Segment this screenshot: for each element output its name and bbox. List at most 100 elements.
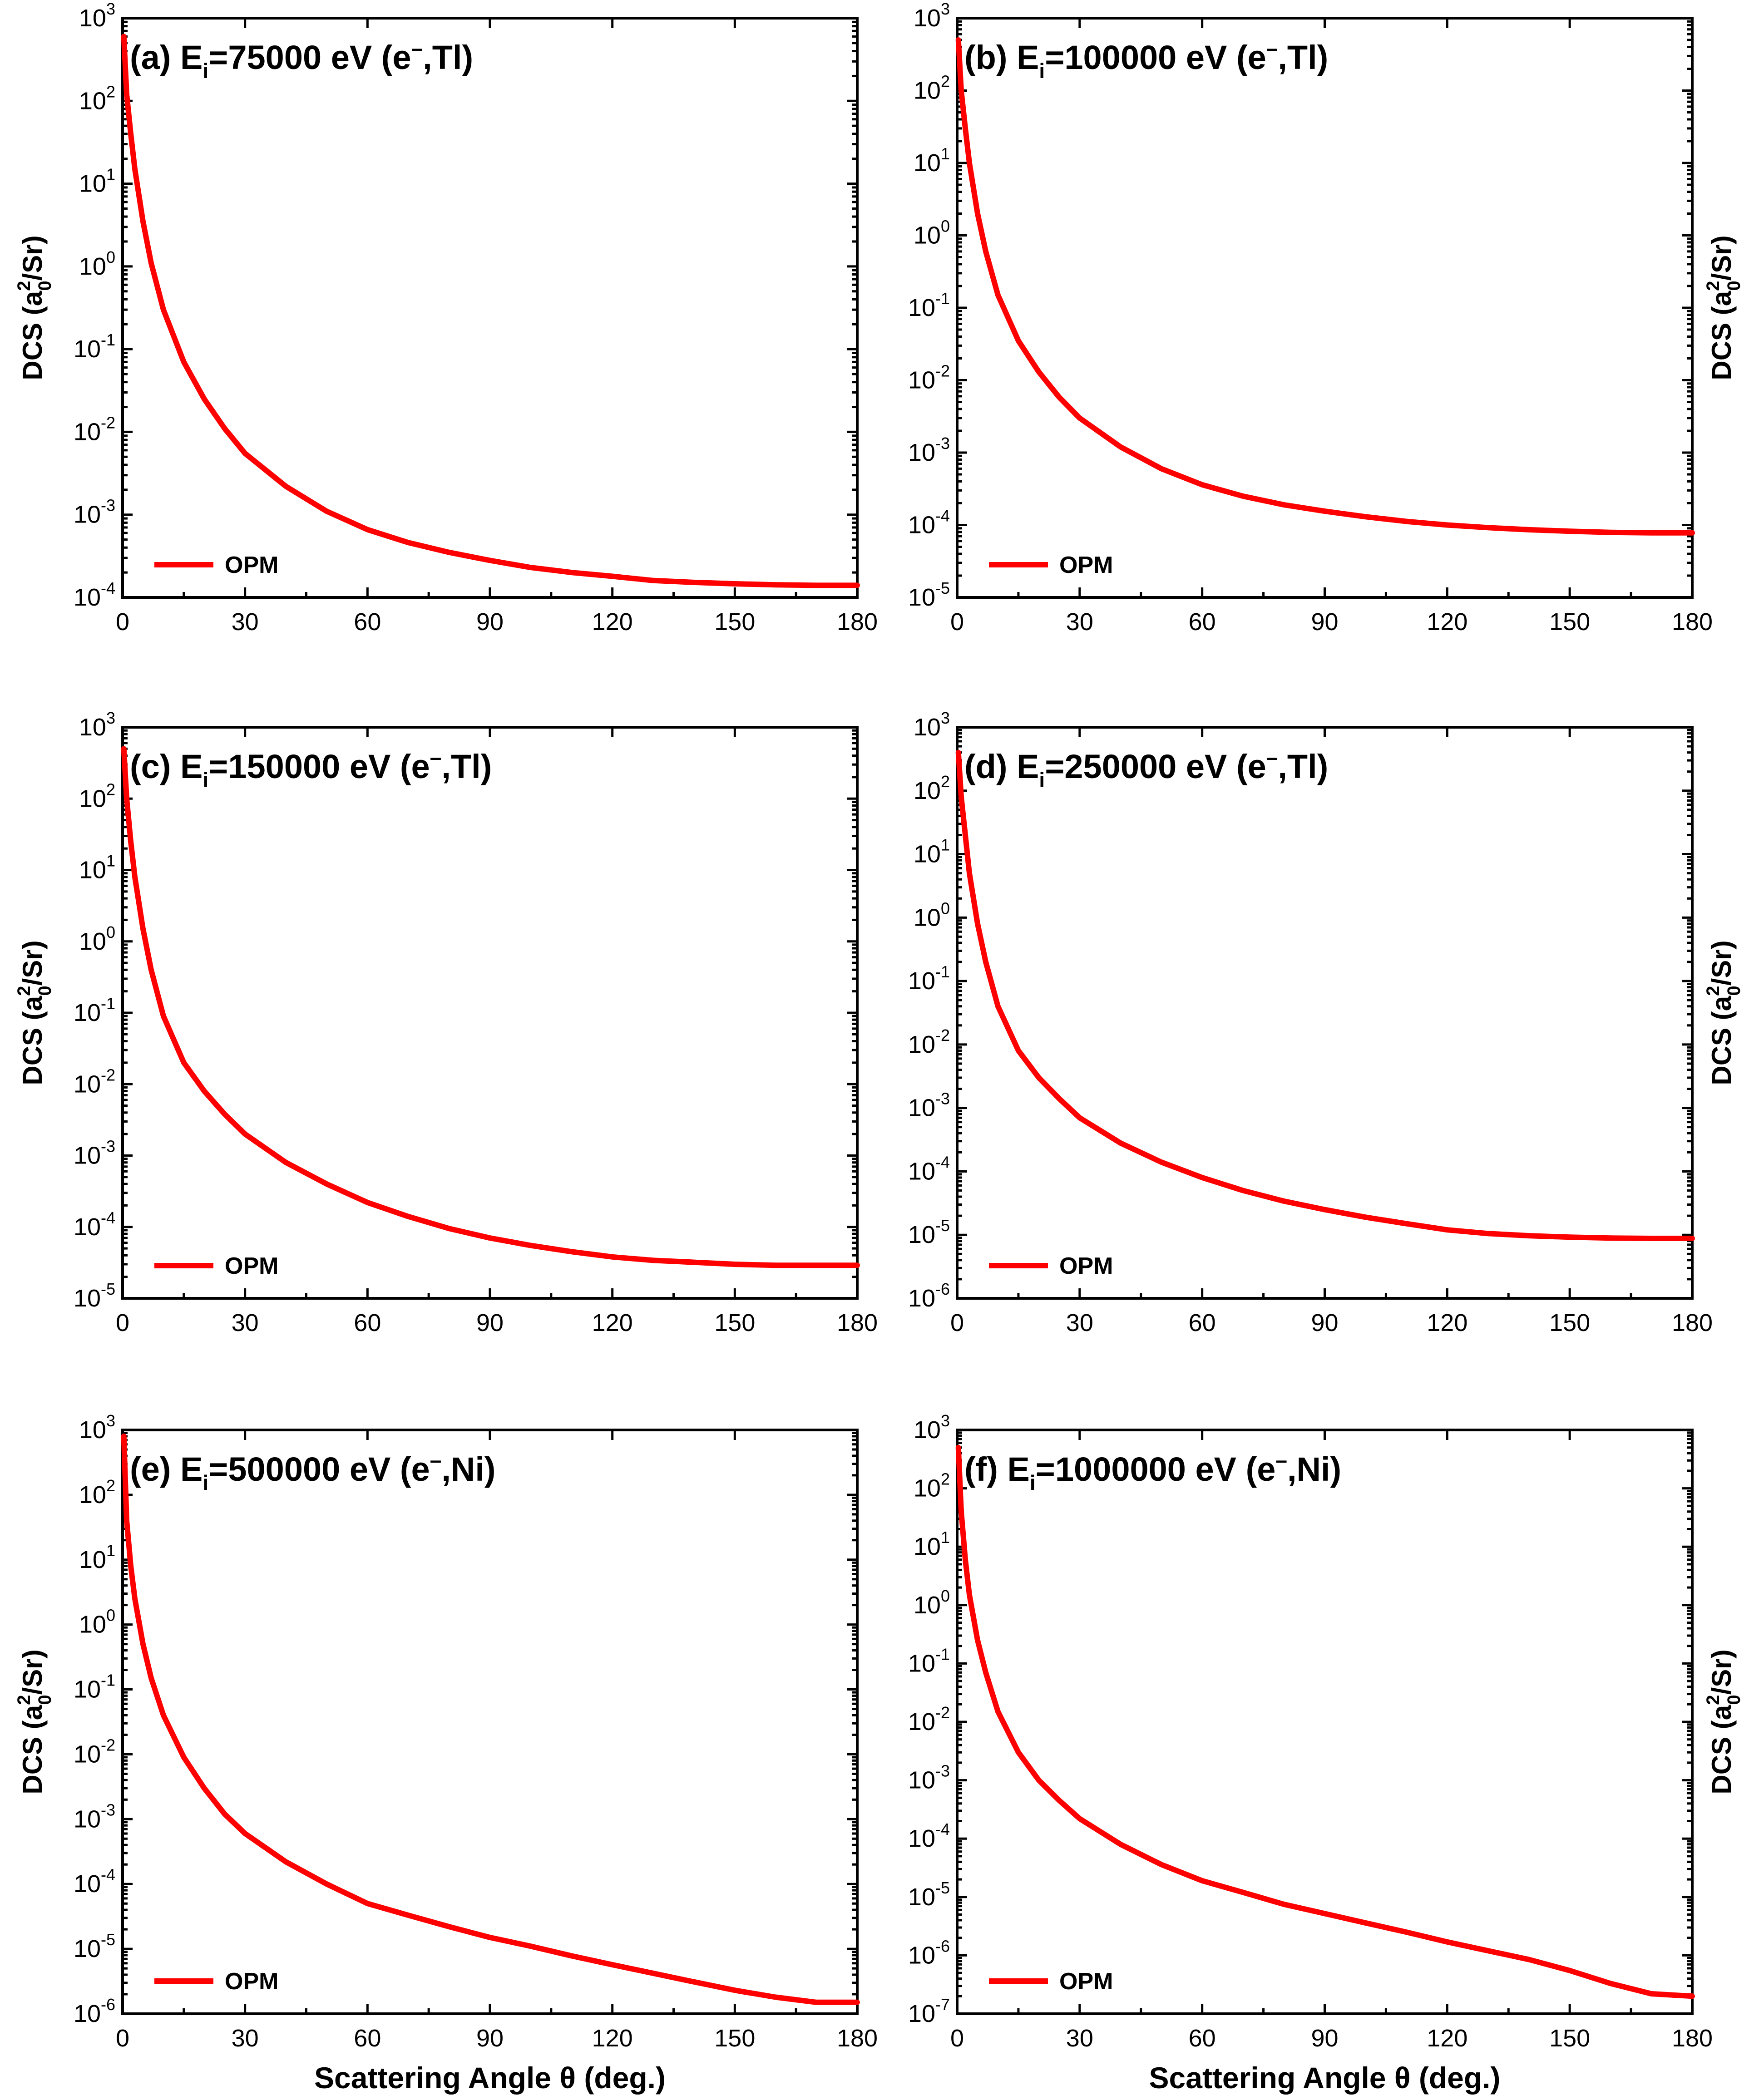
y-tick-label: 10-2: [908, 362, 950, 394]
x-tick-label: 120: [592, 608, 633, 636]
y-tick-label: 10-3: [74, 1800, 115, 1833]
y-tick-label: 10-2: [908, 1703, 950, 1735]
panel-f: 0 30 60 90 120 150 180 10-7 10-6 10-5 10-4 10-3 10-2…: [908, 1411, 1744, 2095]
legend-label: OPM: [1059, 552, 1113, 578]
y-tick-label: 10-2: [74, 1065, 115, 1098]
panel-title: (e) Ei=500000 eV (e–,Ni): [130, 1448, 496, 1494]
y-tick-label: 103: [914, 709, 950, 741]
axes-frame: [121, 1429, 859, 2015]
x-tick-label: 150: [714, 1309, 755, 1336]
x-tick-label: 120: [592, 1309, 633, 1336]
y-tick-label: 10-5: [908, 1878, 950, 1911]
axes-frame: [121, 726, 859, 1300]
panel-d: 0 30 60 90 120 150 180 10-6 10-5 10-4 10-3 10-2 10-1…: [908, 709, 1744, 1336]
x-tick-label: 150: [1549, 2025, 1590, 2052]
x-tick-label: 60: [354, 1309, 381, 1336]
panel-b: 0 30 60 90 120 150 180 10-5 10-4 10-3 10-2 10-1 100 1…: [908, 0, 1744, 636]
y-tick-label: 10-4: [74, 579, 115, 611]
y-tick-label: 102: [79, 82, 115, 114]
y-tick-label: 10-3: [74, 496, 115, 528]
x-tick-label: 30: [1066, 608, 1093, 636]
x-tick-label: 60: [1189, 2025, 1216, 2052]
y-tick-label: 10-5: [74, 1280, 115, 1312]
y-tick-label: 103: [79, 709, 115, 741]
y-tick-label: 10-5: [74, 1930, 115, 1962]
x-tick-label: 0: [116, 2025, 129, 2052]
curve-opm: [121, 1433, 860, 2005]
y-axis-label: DCS (a20/Sr): [1703, 1649, 1744, 1794]
y-tick-label: 10-5: [908, 1216, 950, 1248]
x-axis-label: Scattering Angle θ (deg.): [314, 2061, 666, 2095]
x-tick-label: 0: [116, 608, 129, 636]
axes-frame: [956, 1429, 1694, 2015]
y-tick-label: 10-3: [74, 1137, 115, 1169]
x-axis-label: Scattering Angle θ (deg.): [1149, 2061, 1501, 2095]
x-tick-label: 180: [837, 1309, 878, 1336]
y-tick-label: 103: [914, 0, 950, 32]
x-tick-label: 120: [1427, 1309, 1467, 1336]
axes-frame: [121, 17, 859, 599]
panel-a: 0 30 60 90 120 150 180 10-4 10-3 10-2 10-1 100 101 10…: [14, 0, 878, 636]
y-tick-label: 100: [79, 923, 115, 955]
y-tick-label: 102: [79, 780, 115, 812]
panel-title: (d) Ei=250000 eV (e–,Tl): [964, 745, 1328, 792]
y-tick-label: 101: [79, 1541, 115, 1573]
y-tick-label: 10-3: [908, 1762, 950, 1794]
y-tick-label: 103: [914, 1411, 950, 1444]
x-tick-label: 90: [476, 608, 504, 636]
y-tick-label: 102: [79, 1476, 115, 1508]
legend-label: OPM: [225, 1253, 278, 1279]
x-tick-label: 0: [950, 1309, 964, 1336]
x-tick-label: 30: [1066, 1309, 1093, 1336]
y-tick-label: 10-4: [74, 1865, 115, 1898]
x-tick-label: 60: [354, 2025, 381, 2052]
curve-opm: [955, 37, 1695, 536]
y-tick-label: 102: [914, 1470, 950, 1502]
panel-c: 0 30 60 90 120 150 180 10-5 10-4 10-3 10-2 10-1 100 1…: [14, 709, 878, 1336]
y-tick-label: 101: [79, 165, 115, 197]
x-tick-label: 150: [714, 2025, 755, 2052]
x-tick-label: 0: [116, 1309, 129, 1336]
y-tick-label: 100: [79, 248, 115, 280]
y-tick-label: 10-3: [908, 1089, 950, 1122]
panel-title: (b) Ei=100000 eV (e–,Tl): [964, 36, 1328, 83]
axes-frame: [956, 726, 1694, 1300]
panel-title: (f) Ei=1000000 eV (e–,Ni): [964, 1448, 1341, 1494]
panel-title: (c) Ei=150000 eV (e–,Tl): [130, 745, 492, 792]
y-tick-label: 10-4: [908, 1820, 950, 1852]
x-tick-label: 30: [232, 608, 259, 636]
x-tick-label: 30: [232, 2025, 259, 2052]
y-tick-label: 10-1: [74, 330, 115, 363]
y-tick-label: 103: [79, 0, 115, 32]
y-tick-label: 102: [914, 772, 950, 804]
y-tick-label: 10-7: [908, 1995, 950, 2027]
y-axis-label: DCS (a20/Sr): [14, 235, 55, 380]
y-tick-label: 101: [914, 1528, 950, 1560]
x-tick-label: 180: [837, 608, 878, 636]
y-tick-label: 103: [79, 1411, 115, 1444]
x-tick-label: 90: [476, 1309, 504, 1336]
y-axis-label: DCS (a20/Sr): [1703, 235, 1744, 380]
curve-opm: [955, 749, 1695, 1241]
x-tick-label: 120: [1427, 2025, 1467, 2052]
y-tick-label: 101: [79, 852, 115, 884]
x-tick-label: 150: [1549, 608, 1590, 636]
y-tick-label: 10-2: [908, 1026, 950, 1058]
x-tick-label: 60: [1189, 1309, 1216, 1336]
x-tick-label: 120: [592, 2025, 633, 2052]
y-tick-label: 10-5: [908, 579, 950, 611]
y-tick-label: 10-4: [908, 1153, 950, 1185]
x-tick-label: 90: [1311, 608, 1338, 636]
x-tick-label: 60: [354, 608, 381, 636]
x-tick-label: 150: [714, 608, 755, 636]
curve-opm: [121, 34, 860, 588]
y-tick-label: 101: [914, 836, 950, 868]
panel-title: (a) Ei=75000 eV (e–,Tl): [130, 36, 473, 83]
y-axis-label: DCS (a20/Sr): [14, 940, 55, 1085]
curve-opm: [121, 746, 860, 1268]
legend-label: OPM: [1059, 1968, 1113, 1995]
y-tick-label: 10-1: [908, 962, 950, 995]
y-tick-label: 10-3: [908, 434, 950, 466]
y-tick-label: 10-1: [74, 1671, 115, 1703]
